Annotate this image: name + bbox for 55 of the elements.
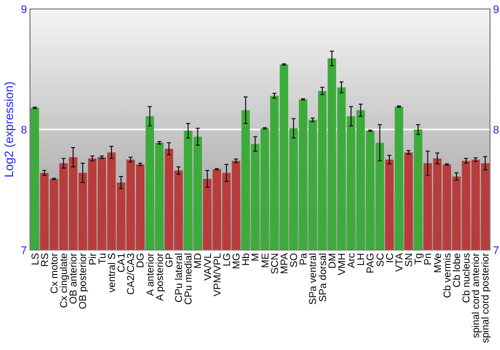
x-tick-label: RS <box>40 252 51 267</box>
x-tick-label: Tu <box>97 253 108 264</box>
x-tick-label: Cb vermis <box>442 253 454 298</box>
y2-tick-label: 8 <box>493 124 500 136</box>
y-tick-label: 7 <box>20 244 27 257</box>
x-tick-label: SC <box>375 253 386 267</box>
x-tick-label: spinal cord posterior <box>480 252 492 344</box>
x-tick-label: spinal cord anterior <box>471 252 482 338</box>
x-tick-label: Cb lobe <box>452 252 463 288</box>
x-tick-label: Hb <box>241 252 252 266</box>
y-tick-label: 9 <box>20 4 27 16</box>
x-tick-label: VMH <box>336 253 348 276</box>
x-tick-label: CA1 <box>116 252 128 272</box>
x-tick-label: ME <box>260 252 272 268</box>
y-tick-label: 8 <box>20 124 27 136</box>
x-tick-label: Cb nucleus <box>462 253 473 304</box>
x-tick-label: MPA <box>279 252 290 274</box>
x-tick-label: CPu medial <box>184 253 195 305</box>
x-tick-label: SN <box>404 253 416 267</box>
x-tick-label: MD <box>193 253 204 269</box>
x-tick-label: OB posterior <box>78 252 90 310</box>
x-tick-label: LH <box>356 253 368 266</box>
x-tick-label: M <box>250 253 262 262</box>
y2-tick-label: 9 <box>493 4 500 16</box>
x-tick-label: MG <box>232 252 243 270</box>
x-tick-label: DG <box>136 252 147 268</box>
y-axis-title: Log2 (expression) <box>2 81 16 178</box>
x-tick-label: SPa ventral <box>308 253 320 305</box>
x-tick-label: Pn <box>423 253 434 266</box>
x-tick-label: Pa <box>298 252 310 266</box>
x-tick-label: A anterior <box>145 252 156 296</box>
x-tick-label: Tg <box>414 253 425 265</box>
x-tick-label: IC <box>384 253 396 263</box>
x-tick-label: GP <box>164 252 176 268</box>
x-tick-label: Cx motor <box>49 252 60 294</box>
x-tick-label: VPM/VPL <box>212 252 224 296</box>
x-tick-label: A posterior <box>154 252 166 301</box>
x-tick-label: LG <box>222 252 233 266</box>
x-tick-label: MVe <box>432 252 444 274</box>
x-tick-label: CA2/CA3 <box>126 252 138 295</box>
x-tick-label: SCN <box>270 253 281 274</box>
x-tick-label: PAG <box>366 252 377 274</box>
x-tick-label: LS <box>30 252 42 266</box>
x-tick-label: Arc <box>346 253 358 268</box>
x-tick-label: SPa dorsal <box>318 253 329 302</box>
x-tick-label: Cx cingulate <box>59 252 70 308</box>
x-tick-label: SO <box>289 252 300 268</box>
x-tick-label: ventral S <box>106 252 118 292</box>
x-tick-label: OB anterior <box>68 252 80 304</box>
x-tick-label: CPu lateral <box>174 253 186 302</box>
x-tick-label: VA/VL <box>202 252 214 281</box>
x-tick-label: DM <box>327 253 338 269</box>
y2-tick-label: 7 <box>493 244 500 257</box>
x-tick-label: VTA <box>394 252 406 272</box>
x-tick-label: Pir <box>88 252 99 266</box>
